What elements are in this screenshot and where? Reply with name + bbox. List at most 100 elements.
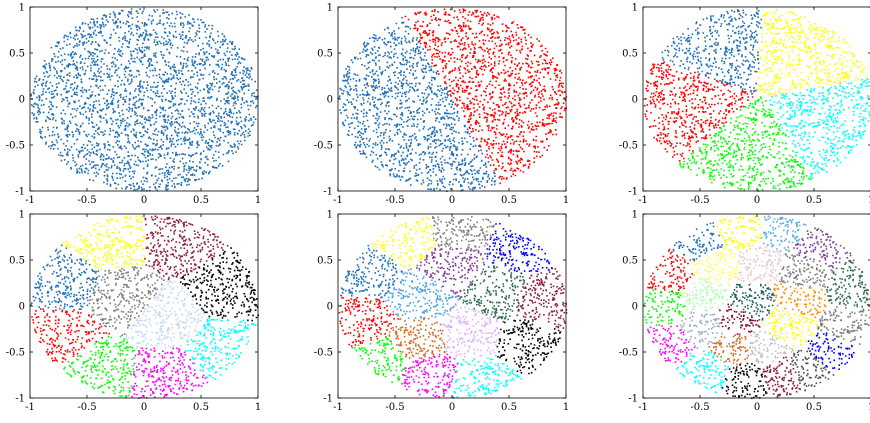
cluster-1-points bbox=[338, 16, 501, 193]
cluster-1-points bbox=[30, 244, 100, 310]
x-tick-label: -0.5 bbox=[77, 195, 96, 206]
y-tick-label: -1 bbox=[323, 187, 333, 198]
cluster-10-points bbox=[643, 289, 686, 326]
cluster-6-points bbox=[384, 268, 459, 319]
cluster-13-points bbox=[773, 283, 827, 319]
cluster-4-points bbox=[486, 222, 553, 275]
cluster-9-points bbox=[338, 296, 395, 347]
y-tick-label: 0 bbox=[632, 302, 638, 313]
y-tick-label: 1 bbox=[327, 210, 333, 221]
cluster-6-points bbox=[124, 280, 205, 349]
y-tick-label: -1 bbox=[323, 394, 333, 405]
x-tick-label: 0.5 bbox=[806, 402, 822, 413]
cluster-5-points bbox=[416, 247, 489, 297]
cluster-2-points bbox=[716, 215, 761, 250]
cluster-10-points bbox=[131, 347, 209, 399]
cluster-7-points bbox=[31, 308, 110, 363]
y-tick-label: -0.5 bbox=[314, 348, 333, 359]
x-tick-label: 0 bbox=[141, 402, 147, 413]
y-tick-label: 0 bbox=[19, 95, 25, 106]
y-tick-label: 0.5 bbox=[317, 49, 333, 60]
y-tick-label: -1 bbox=[628, 187, 638, 198]
y-tick-label: 1 bbox=[19, 3, 25, 14]
cluster-9-points bbox=[63, 335, 136, 398]
y-tick-label: 0.5 bbox=[9, 256, 25, 267]
x-tick-label: -1 bbox=[333, 195, 343, 206]
cluster-5-points bbox=[647, 248, 695, 293]
cluster-2-points bbox=[404, 8, 568, 180]
cluster-3-points bbox=[432, 215, 495, 252]
cluster-7-points bbox=[459, 265, 525, 323]
cluster-18-points bbox=[647, 325, 696, 363]
cluster-11-points bbox=[442, 304, 501, 358]
x-tick-label: -0.5 bbox=[690, 402, 709, 413]
cluster-16-points bbox=[719, 303, 761, 336]
x-tick-label: -1 bbox=[638, 402, 648, 413]
cluster-13-points bbox=[351, 336, 406, 383]
cluster-8-points bbox=[185, 317, 257, 380]
cluster-4-points bbox=[793, 227, 852, 269]
cluster-5-points bbox=[769, 78, 870, 179]
cluster-1-points bbox=[30, 8, 259, 192]
x-tick-label: 1 bbox=[563, 195, 569, 206]
x-tick-label: 0 bbox=[449, 402, 455, 413]
x-tick-label: 0.5 bbox=[193, 195, 209, 206]
y-tick-label: -1 bbox=[15, 187, 25, 198]
x-tick-label: 0 bbox=[754, 402, 760, 413]
x-tick-label: -0.5 bbox=[385, 195, 404, 206]
cluster-2-points bbox=[62, 215, 146, 271]
cluster-22-points bbox=[676, 350, 730, 394]
cluster-15-points bbox=[452, 354, 523, 399]
cluster-5-points bbox=[88, 266, 165, 336]
panel-k2: -1-1 -0.5 -0.5 0 0 0.5 0.5 1 1 bbox=[314, 3, 569, 207]
panel-k16: -1-1 -0.5 -0.5 0 0 0.5 0.5 1 1 bbox=[314, 210, 569, 414]
cluster-8-points bbox=[779, 253, 834, 288]
cluster-25-points bbox=[790, 349, 835, 392]
y-tick-label: -0.5 bbox=[619, 141, 638, 152]
x-tick-label: 1 bbox=[255, 195, 261, 206]
x-tick-label: 0.5 bbox=[501, 402, 517, 413]
cluster-15-points bbox=[680, 311, 723, 349]
cluster-1-points bbox=[672, 222, 723, 262]
cluster-14-points bbox=[401, 353, 459, 398]
y-tick-label: -0.5 bbox=[6, 348, 25, 359]
cluster-17-points bbox=[761, 307, 819, 347]
y-tick-label: 0.5 bbox=[622, 49, 638, 60]
y-tick-label: 0.5 bbox=[317, 256, 333, 267]
x-tick-label: -1 bbox=[333, 402, 343, 413]
cluster-2-points bbox=[756, 8, 869, 97]
x-tick-label: -1 bbox=[25, 195, 35, 206]
x-tick-label: 1 bbox=[868, 402, 870, 413]
y-tick-label: -0.5 bbox=[314, 141, 333, 152]
cluster-4-points bbox=[679, 96, 812, 192]
y-tick-label: 0 bbox=[19, 302, 25, 313]
x-tick-label: 0 bbox=[754, 195, 760, 206]
cluster-19-points bbox=[708, 334, 750, 366]
y-tick-label: 1 bbox=[632, 210, 638, 221]
cluster-8-points bbox=[516, 268, 568, 329]
x-tick-label: -0.5 bbox=[77, 402, 96, 413]
x-tick-label: 0 bbox=[141, 195, 147, 206]
cluster-14-points bbox=[817, 306, 870, 345]
cluster-1-points bbox=[340, 244, 403, 299]
y-tick-label: 1 bbox=[632, 3, 638, 14]
cluster-12-points bbox=[496, 319, 562, 375]
panel-k10: -1-1 -0.5 -0.5 0 0 0.5 0.5 1 1 bbox=[6, 210, 261, 414]
x-tick-label: 0 bbox=[449, 195, 455, 206]
cluster-1-points bbox=[661, 9, 763, 93]
cluster-2-points bbox=[371, 216, 436, 269]
x-tick-label: 1 bbox=[868, 195, 870, 206]
x-tick-label: 1 bbox=[255, 402, 261, 413]
x-tick-label: 0.5 bbox=[193, 402, 209, 413]
x-tick-label: -0.5 bbox=[690, 195, 709, 206]
panel-k1: -1-1 -0.5 -0.5 0 0 0.5 0.5 1 1 bbox=[6, 3, 261, 207]
x-tick-label: 0.5 bbox=[501, 195, 517, 206]
cluster-24-points bbox=[762, 356, 799, 398]
x-tick-label: 0.5 bbox=[806, 195, 822, 206]
cluster-21-points bbox=[807, 332, 855, 370]
cluster-9-points bbox=[826, 259, 870, 309]
y-tick-label: 0.5 bbox=[9, 49, 25, 60]
y-tick-label: 0 bbox=[327, 95, 333, 106]
cluster-3-points bbox=[643, 61, 754, 162]
